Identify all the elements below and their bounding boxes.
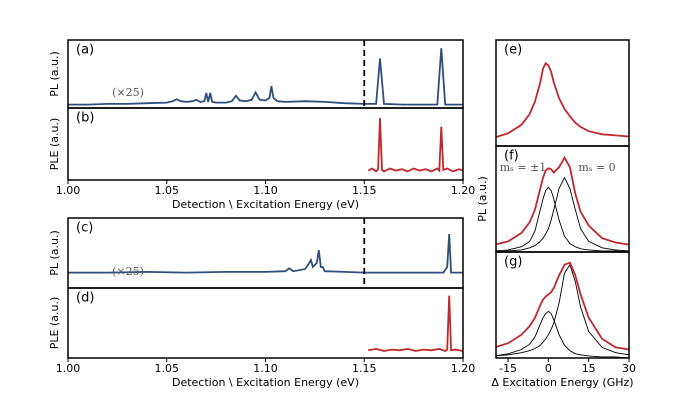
x-tick-label: -15 bbox=[499, 362, 517, 375]
annotation: mₛ = ±1 bbox=[500, 161, 547, 174]
x-axis-label: Δ Excitation Energy (GHz) bbox=[491, 376, 633, 389]
data-line bbox=[496, 186, 629, 252]
panel-label: (b) bbox=[76, 111, 94, 126]
x-tick-label: 1.05 bbox=[155, 184, 180, 197]
x-tick-label: 1.10 bbox=[253, 362, 278, 375]
data-line bbox=[496, 263, 629, 357]
x-tick-label: 1.15 bbox=[352, 362, 377, 375]
data-line bbox=[496, 310, 629, 358]
panel-label: (g) bbox=[504, 255, 522, 270]
y-axis-label: PL (a.u.) bbox=[48, 230, 61, 276]
axes-frame bbox=[495, 251, 630, 359]
x-tick-label: 1.00 bbox=[56, 184, 81, 197]
panel-label: (d) bbox=[76, 291, 94, 306]
data-line bbox=[496, 155, 629, 246]
panel-label: (f) bbox=[504, 149, 519, 164]
data-line bbox=[367, 118, 463, 173]
annotation: (×25) bbox=[112, 86, 144, 99]
data-line bbox=[496, 261, 629, 351]
data-line bbox=[368, 295, 463, 353]
x-tick-label: 1.15 bbox=[352, 184, 377, 197]
x-tick-label: 1.05 bbox=[155, 362, 180, 375]
x-tick-label: 1.20 bbox=[451, 362, 476, 375]
y-axis-label: PLE (a.u.) bbox=[48, 297, 61, 350]
x-tick-label: 1.00 bbox=[56, 362, 81, 375]
x-tick-label: 15 bbox=[582, 362, 596, 375]
y-axis-label: PL (a.u.) bbox=[48, 51, 61, 97]
x-tick-label: 0 bbox=[545, 362, 552, 375]
panel-label: (a) bbox=[76, 43, 94, 58]
panel-label: (c) bbox=[76, 221, 93, 236]
axes-frame bbox=[67, 287, 464, 359]
x-tick-label: 1.20 bbox=[451, 184, 476, 197]
x-tick-label: 1.10 bbox=[253, 184, 278, 197]
data-line bbox=[68, 234, 463, 274]
data-line bbox=[496, 176, 629, 252]
x-tick-label: 30 bbox=[622, 362, 636, 375]
panel-label: (e) bbox=[504, 43, 522, 58]
data-line bbox=[496, 61, 629, 139]
y-axis-label: PLE (a.u.) bbox=[48, 118, 61, 171]
annotation: (×25) bbox=[112, 265, 144, 278]
x-axis-label: Detection \ Excitation Energy (eV) bbox=[172, 198, 359, 211]
data-line bbox=[68, 48, 463, 106]
y-axis-label: PL (a.u.) bbox=[476, 176, 489, 222]
annotation: mₛ = 0 bbox=[578, 161, 615, 174]
x-axis-label: Detection \ Excitation Energy (eV) bbox=[172, 376, 359, 389]
